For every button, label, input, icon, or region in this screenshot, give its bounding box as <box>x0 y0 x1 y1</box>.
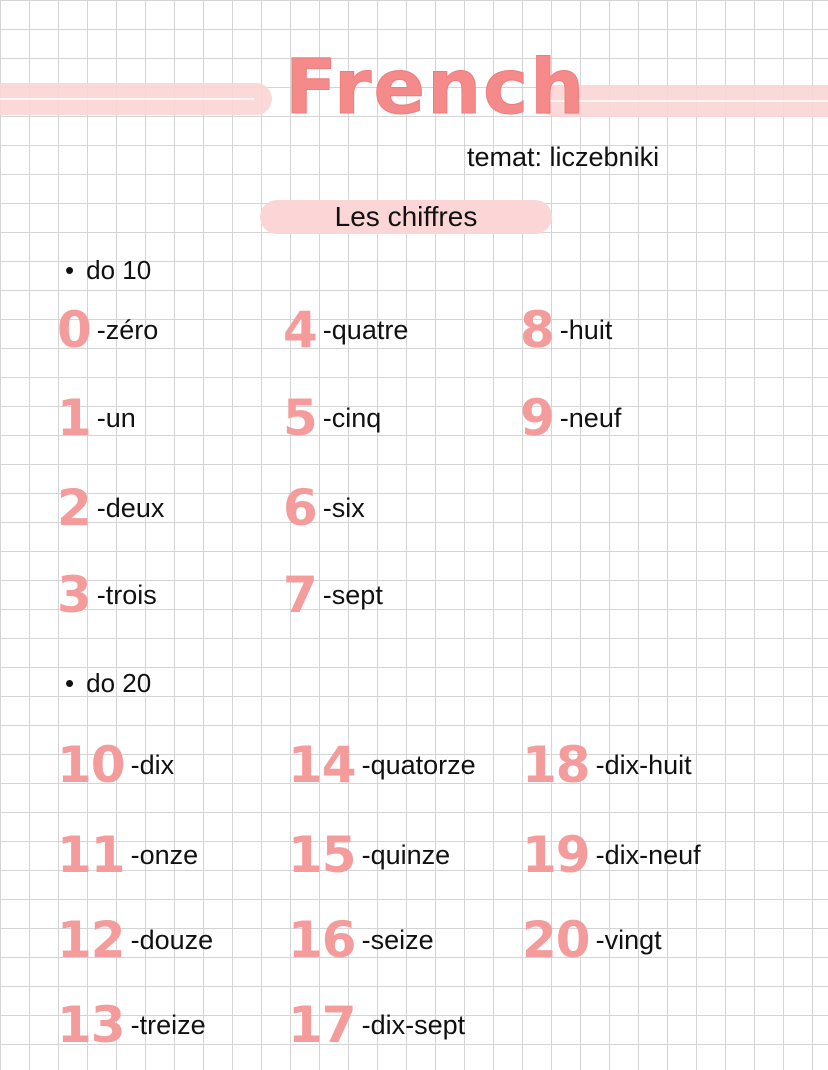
number-entry: 0 -zéro <box>57 300 158 360</box>
section-label-text: do 10 <box>86 255 152 285</box>
french-word: -dix-neuf <box>595 839 701 870</box>
number-entry: 19 -dix-neuf <box>522 825 701 885</box>
numeral: 4 <box>283 301 318 359</box>
section-label-do-10: • do 10 <box>65 255 151 286</box>
french-word: -quinze <box>361 839 451 870</box>
section-label-text: do 20 <box>86 668 152 698</box>
french-word: -deux <box>96 492 165 523</box>
numeral: 10 <box>57 736 126 794</box>
numeral: 11 <box>57 826 126 884</box>
title-decoration-right <box>540 85 828 117</box>
section-heading: Les chiffres <box>334 201 478 232</box>
number-entry: 18 -dix-huit <box>522 735 692 795</box>
numeral: 2 <box>57 479 92 537</box>
number-entry: 14 -quatorze <box>288 735 476 795</box>
french-word: -quatre <box>322 314 409 345</box>
numeral: 19 <box>522 826 591 884</box>
number-entry: 7 -sept <box>283 565 383 625</box>
section-label-do-20: • do 20 <box>65 668 151 699</box>
number-entry: 17 -dix-sept <box>288 995 465 1055</box>
title-decoration-left <box>0 83 272 115</box>
french-word: -trois <box>96 579 157 610</box>
numeral: 17 <box>288 996 357 1054</box>
numeral: 7 <box>283 566 318 624</box>
numeral: 16 <box>288 911 357 969</box>
numeral: 12 <box>57 911 126 969</box>
number-entry: 16 -seize <box>288 910 434 970</box>
french-word: -neuf <box>559 402 622 433</box>
number-entry: 6 -six <box>283 478 365 538</box>
french-word: -vingt <box>595 924 662 955</box>
number-entry: 4 -quatre <box>283 300 408 360</box>
topic-subtitle: temat: liczebniki <box>467 142 660 172</box>
numeral: 6 <box>283 479 318 537</box>
number-entry: 11 -onze <box>57 825 198 885</box>
numeral: 1 <box>57 389 92 447</box>
french-word: -dix <box>130 749 175 780</box>
number-entry: 13 -treize <box>57 995 206 1055</box>
numeral: 13 <box>57 996 126 1054</box>
numeral: 20 <box>522 911 591 969</box>
page-title: French <box>284 42 587 132</box>
french-word: -six <box>322 492 365 523</box>
numeral: 3 <box>57 566 92 624</box>
number-entry: 8 -huit <box>520 300 612 360</box>
french-word: -sept <box>322 579 383 610</box>
bullet-icon: • <box>65 668 75 698</box>
numeral: 8 <box>520 301 555 359</box>
heading-highlight: Les chiffres <box>260 200 552 234</box>
french-word: -douze <box>130 924 214 955</box>
french-word: -dix-huit <box>595 749 692 780</box>
french-word: -dix-sept <box>361 1009 466 1040</box>
french-word: -treize <box>130 1009 206 1040</box>
number-entry: 20 -vingt <box>522 910 662 970</box>
numeral: 15 <box>288 826 357 884</box>
french-word: -quatorze <box>361 749 476 780</box>
french-word: -seize <box>361 924 434 955</box>
number-entry: 2 -deux <box>57 478 164 538</box>
number-entry: 1 -un <box>57 388 136 448</box>
french-word: -huit <box>559 314 613 345</box>
french-word: -zéro <box>96 314 159 345</box>
bullet-icon: • <box>65 255 75 285</box>
number-entry: 15 -quinze <box>288 825 450 885</box>
numeral: 9 <box>520 389 555 447</box>
number-entry: 12 -douze <box>57 910 213 970</box>
numeral: 18 <box>522 736 591 794</box>
number-entry: 9 -neuf <box>520 388 621 448</box>
french-word: -cinq <box>322 402 382 433</box>
number-entry: 10 -dix <box>57 735 174 795</box>
number-entry: 3 -trois <box>57 565 157 625</box>
french-word: -onze <box>130 839 199 870</box>
number-entry: 5 -cinq <box>283 388 381 448</box>
numeral: 14 <box>288 736 357 794</box>
numeral: 0 <box>57 301 92 359</box>
french-word: -un <box>96 402 136 433</box>
numeral: 5 <box>283 389 318 447</box>
